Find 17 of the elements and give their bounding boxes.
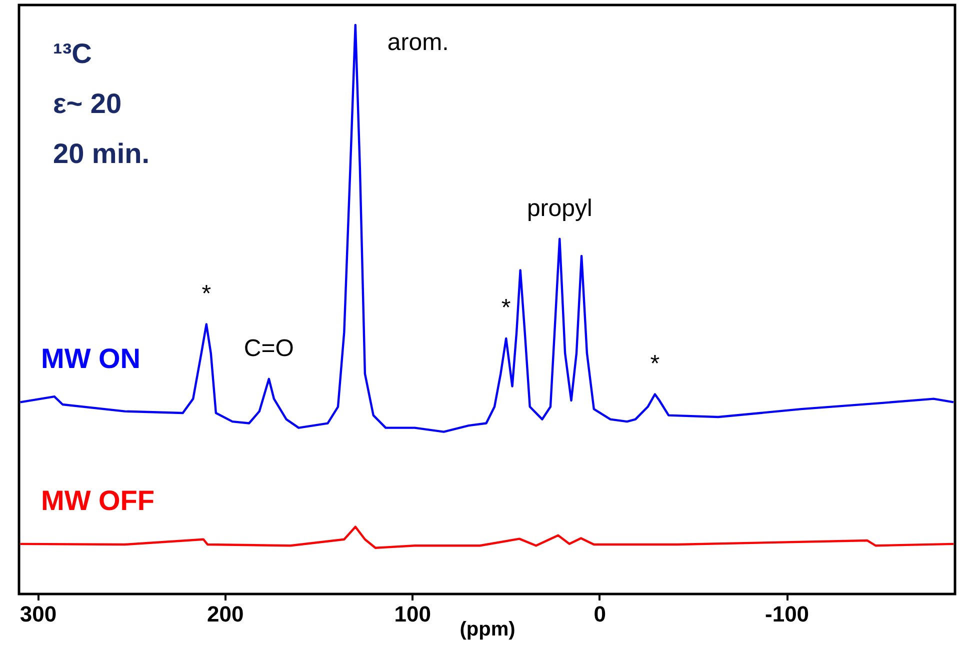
x-axis-title: (ppm): [460, 618, 516, 640]
annotation: *: [650, 350, 660, 378]
annotation: arom.: [387, 28, 449, 56]
annotation: propyl: [526, 194, 592, 222]
series-label: MW OFF: [41, 484, 155, 516]
x-tick-label: 100: [394, 602, 431, 626]
annotation: *: [202, 280, 212, 308]
annotation: C=O: [244, 334, 294, 362]
annotation: 20 min.: [53, 138, 150, 169]
series-label: MW ON: [41, 343, 141, 374]
x-tick-label: 200: [207, 602, 244, 626]
x-tick-label: -100: [764, 602, 810, 626]
annotation: ¹³C: [53, 38, 92, 69]
annotation: ε~ 20: [53, 88, 122, 119]
x-tick-label: 300: [20, 602, 57, 626]
x-tick-label: 0: [594, 602, 606, 626]
annotation: *: [501, 294, 511, 322]
